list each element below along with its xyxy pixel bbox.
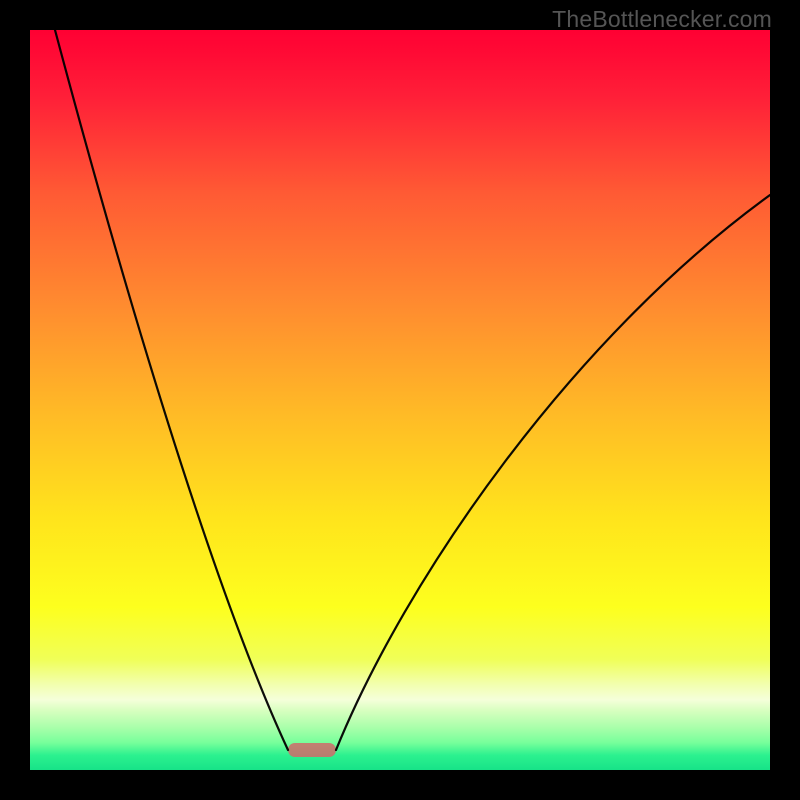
gradient-background [30,30,770,770]
chart-frame: TheBottlenecker.com [0,0,800,800]
bottleneck-chart [0,0,800,800]
valley-marker [288,743,336,757]
